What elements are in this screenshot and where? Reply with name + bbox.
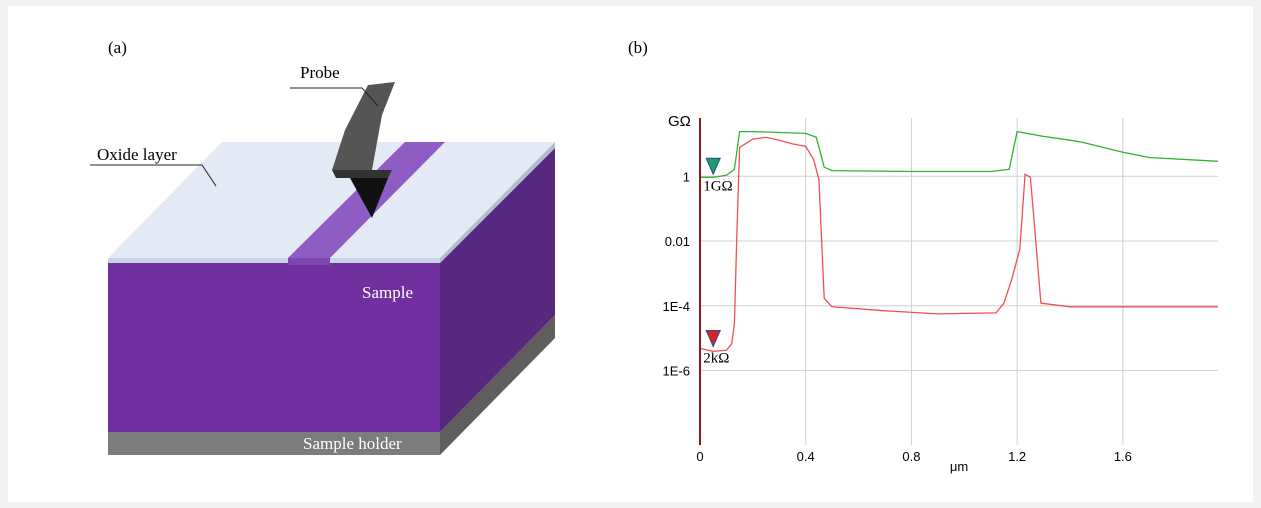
panel-label: (a): [108, 38, 127, 57]
x-tick-label: 1.2: [1008, 449, 1026, 464]
figure: (a) Probe Oxide layer Sample Sample hold…: [0, 0, 1261, 508]
x-tick-label: 0.8: [902, 449, 920, 464]
x-tick-label: 0: [696, 449, 703, 464]
annotation: 2kΩ: [703, 350, 729, 366]
label: Probe: [300, 63, 340, 82]
label: Sample holder: [303, 434, 402, 453]
y-tick-label: 1E-6: [663, 364, 690, 379]
x-tick-label: 1.6: [1114, 449, 1132, 464]
probe-base: [332, 170, 392, 178]
y-tick-label: 0.01: [665, 234, 690, 249]
y-tick-label: 1E-4: [663, 299, 690, 314]
y-label: GΩ: [668, 113, 691, 130]
label: Sample: [362, 283, 413, 302]
panel-label: (b): [628, 38, 648, 57]
x-label: μm: [950, 459, 968, 474]
y-tick-label: 1: [683, 169, 690, 184]
gap-edge: [288, 258, 330, 265]
annotation: 1GΩ: [703, 178, 732, 194]
label: Oxide layer: [97, 145, 177, 164]
x-tick-label: 0.4: [797, 449, 815, 464]
oxide-edge: [108, 258, 440, 263]
